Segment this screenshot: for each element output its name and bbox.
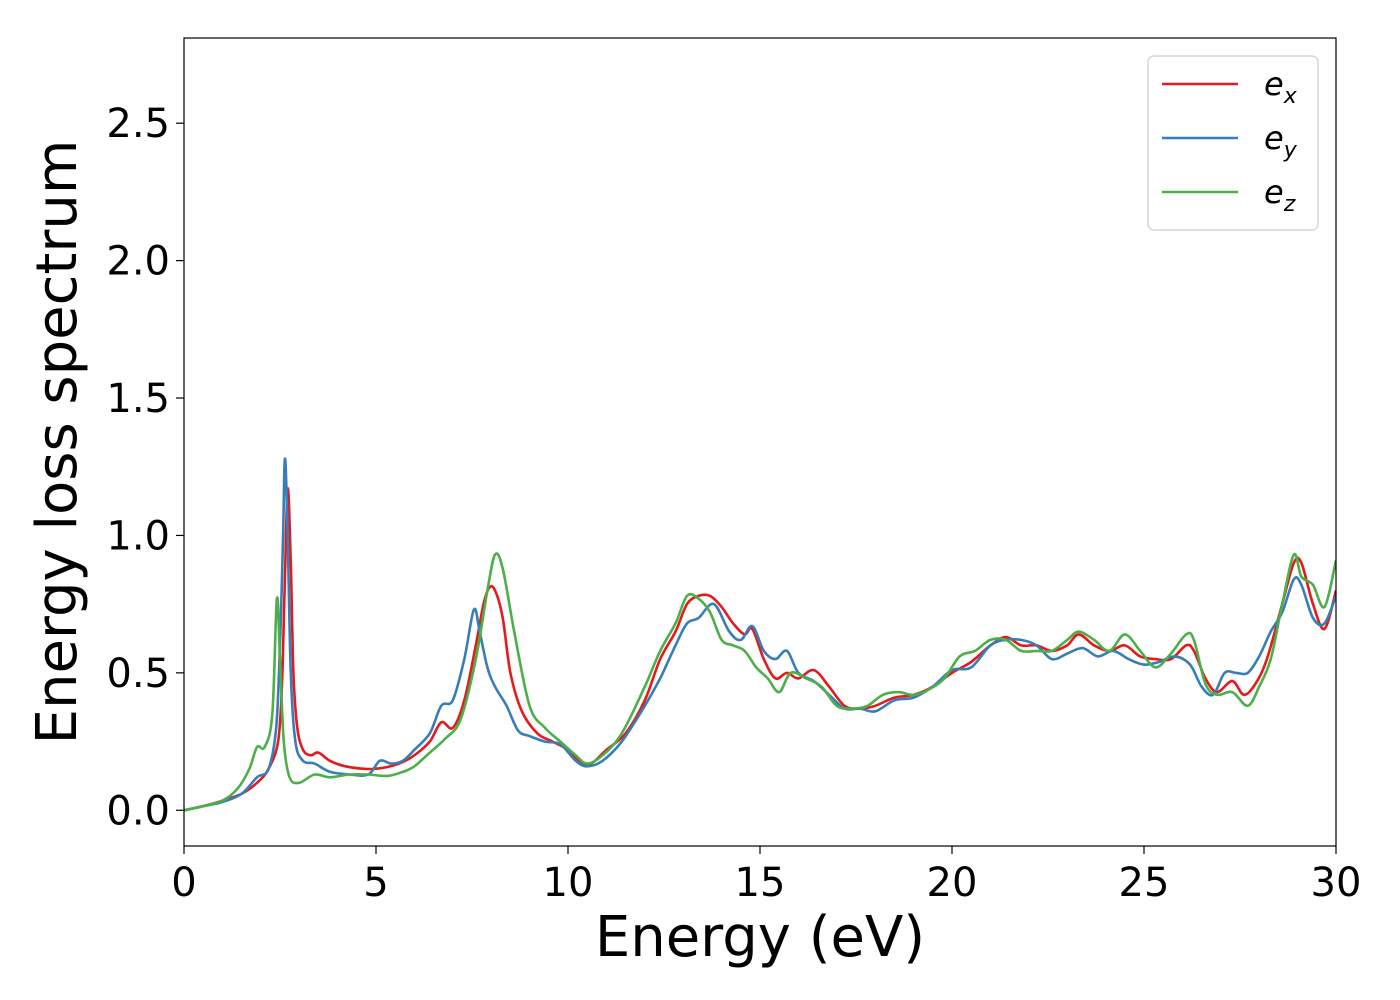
x-tick-label: 25 (1119, 860, 1170, 906)
legend-label-sub: y (1283, 138, 1298, 163)
x-axis-title: Energy (eV) (595, 905, 925, 970)
y-tick-label: 1.5 (106, 376, 170, 422)
legend-label-e-x: ex (1264, 65, 1298, 109)
y-tick-label: 2.0 (106, 239, 170, 285)
legend-label-sub: x (1283, 84, 1298, 109)
series-line-e-x (184, 487, 1336, 812)
legend-label-sub: z (1283, 192, 1296, 217)
y-tick-label: 2.5 (106, 101, 170, 147)
plot-area (184, 38, 1336, 846)
x-axis: 0 5 10 15 20 25 30 (171, 846, 1361, 906)
series-layer (184, 457, 1336, 812)
legend-label-e-z: ez (1264, 173, 1296, 217)
y-axis: 0.0 0.5 1.0 1.5 2.0 2.5 (106, 101, 184, 834)
x-tick-label: 20 (927, 860, 978, 906)
x-tick-label: 10 (543, 860, 594, 906)
y-tick-label: 1.0 (106, 513, 170, 559)
x-tick-label: 0 (171, 860, 196, 906)
legend-box (1147, 55, 1319, 231)
x-tick-label: 30 (1311, 860, 1362, 906)
y-tick-label: 0.0 (106, 788, 170, 834)
legend-label-main: e (1264, 65, 1284, 103)
legend-label-e-y: ey (1264, 119, 1298, 163)
x-tick-label: 15 (735, 860, 786, 906)
y-axis-title: Energy loss spectrum (25, 140, 90, 745)
y-tick-label: 0.5 (106, 651, 170, 697)
legend-label-main: e (1264, 173, 1284, 211)
series-line-e-y (184, 457, 1336, 812)
legend-label-main: e (1264, 119, 1284, 157)
series-line-e-z (184, 552, 1336, 812)
x-tick-label: 5 (363, 860, 388, 906)
